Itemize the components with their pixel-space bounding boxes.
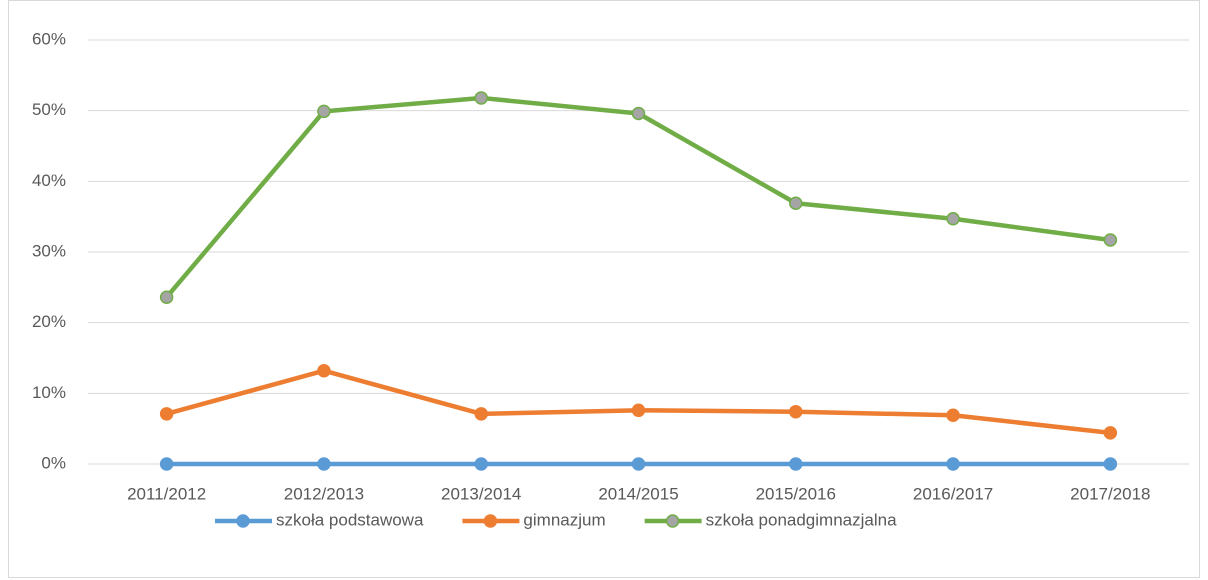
data-point bbox=[946, 212, 960, 226]
data-point bbox=[1103, 457, 1118, 471]
data-point bbox=[474, 457, 488, 471]
data-point bbox=[789, 457, 803, 471]
data-point bbox=[474, 407, 488, 421]
legend-label: szkoła podstawowa bbox=[276, 510, 424, 529]
y-tick-label: 20% bbox=[32, 312, 66, 331]
y-tick-label: 30% bbox=[32, 241, 66, 260]
legend-label: szkoła ponadgimnazjalna bbox=[706, 510, 897, 529]
data-point bbox=[631, 403, 646, 418]
x-tick-label: 2013/2014 bbox=[441, 484, 521, 503]
data-point bbox=[631, 457, 646, 471]
x-tick-label: 2016/2017 bbox=[913, 484, 993, 503]
data-point bbox=[159, 290, 174, 304]
x-tick-label: 2014/2015 bbox=[598, 484, 678, 503]
x-tick-label: 2012/2013 bbox=[284, 484, 364, 503]
data-point bbox=[159, 457, 174, 471]
data-point bbox=[789, 196, 803, 210]
x-tick-label: 2017/2018 bbox=[1070, 484, 1150, 503]
data-point bbox=[317, 104, 331, 119]
data-point bbox=[317, 363, 331, 378]
data-point bbox=[474, 91, 488, 105]
y-tick-label: 50% bbox=[32, 100, 66, 119]
legend-marker bbox=[483, 514, 498, 528]
y-tick-label: 10% bbox=[32, 383, 66, 402]
data-point bbox=[159, 407, 174, 421]
y-tick-label: 0% bbox=[41, 453, 66, 472]
legend-label: gimnazjum bbox=[523, 510, 605, 529]
legend-marker bbox=[665, 514, 680, 528]
data-point bbox=[1103, 233, 1118, 247]
x-tick-label: 2015/2016 bbox=[756, 484, 836, 503]
x-tick-label: 2011/2012 bbox=[127, 484, 206, 503]
data-point bbox=[317, 457, 331, 471]
data-point bbox=[946, 408, 960, 422]
y-tick-label: 40% bbox=[32, 171, 66, 190]
legend-marker bbox=[236, 514, 250, 528]
y-tick-label: 60% bbox=[32, 29, 66, 48]
data-point bbox=[946, 457, 960, 471]
data-point bbox=[789, 404, 803, 419]
chart-frame bbox=[8, 0, 1200, 578]
data-point bbox=[1103, 426, 1118, 440]
data-point bbox=[631, 106, 646, 121]
